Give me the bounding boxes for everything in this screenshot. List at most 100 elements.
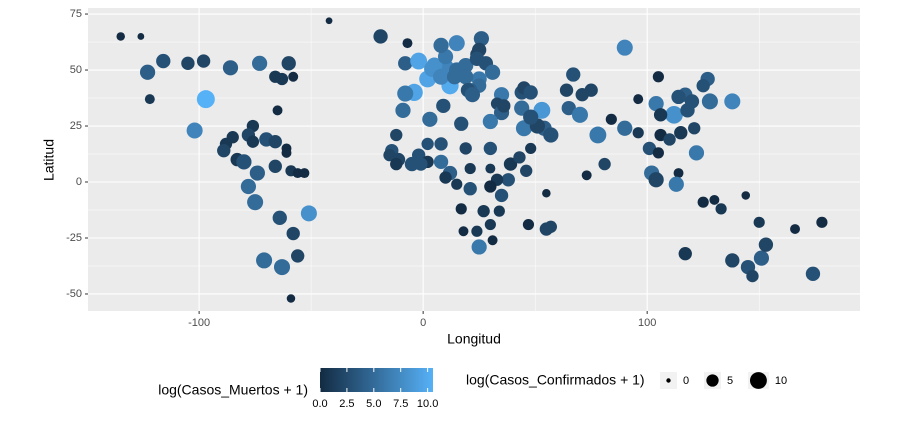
point — [484, 64, 501, 80]
point — [665, 106, 683, 124]
point — [181, 56, 195, 70]
point — [542, 188, 551, 198]
point — [753, 250, 770, 266]
point — [281, 56, 296, 71]
point — [249, 165, 265, 181]
point — [299, 168, 310, 179]
point — [523, 85, 538, 100]
point — [463, 182, 477, 196]
point — [256, 252, 273, 269]
point — [281, 147, 292, 158]
point — [455, 203, 467, 215]
point — [805, 266, 821, 281]
point — [571, 106, 588, 123]
point — [268, 135, 282, 149]
point — [559, 83, 574, 97]
point — [421, 137, 434, 151]
y-tick-label: 75 — [70, 8, 82, 20]
point — [325, 17, 333, 25]
size-key-label: 10 — [775, 375, 787, 387]
point — [464, 87, 481, 103]
point — [272, 105, 283, 116]
point — [433, 154, 449, 170]
point — [398, 56, 413, 71]
point — [671, 89, 686, 105]
point — [484, 218, 496, 231]
point — [410, 52, 428, 70]
point — [433, 68, 450, 85]
point — [753, 216, 765, 228]
point — [575, 87, 589, 102]
point — [523, 109, 539, 125]
point — [561, 100, 576, 116]
point — [684, 94, 700, 109]
point — [196, 90, 215, 109]
point — [448, 35, 465, 52]
point — [746, 269, 759, 283]
point — [688, 145, 705, 161]
point — [186, 122, 203, 139]
point — [246, 135, 260, 148]
point — [483, 141, 498, 156]
point — [373, 29, 388, 44]
point — [581, 170, 592, 181]
point — [482, 113, 498, 130]
y-tick-label: -50 — [66, 288, 82, 300]
point — [458, 226, 469, 237]
point — [696, 79, 710, 93]
point — [487, 235, 498, 246]
point — [439, 171, 452, 184]
point — [402, 38, 413, 49]
point — [674, 126, 688, 140]
color-legend-title: log(Casos_Muertos + 1) — [158, 382, 308, 398]
point — [617, 120, 633, 136]
point — [471, 225, 483, 237]
point — [741, 191, 750, 200]
point — [273, 259, 291, 276]
point — [414, 157, 428, 171]
x-tick-label: 100 — [638, 317, 656, 329]
point — [397, 85, 414, 102]
point — [724, 93, 741, 110]
point — [144, 94, 155, 105]
point — [513, 151, 526, 164]
colorbar-tick-label: 7.5 — [393, 398, 408, 410]
point — [247, 194, 264, 211]
point — [633, 94, 644, 105]
point — [715, 203, 727, 215]
point — [288, 71, 299, 82]
point — [390, 128, 403, 142]
point — [236, 154, 252, 170]
point — [395, 102, 411, 118]
y-axis-title: Latitud — [41, 139, 57, 181]
point — [678, 246, 692, 261]
point — [701, 93, 718, 110]
point — [522, 218, 535, 231]
x-axis-title: Longitud — [447, 331, 501, 347]
point — [544, 220, 558, 233]
point — [139, 64, 156, 80]
y-tick-label: -25 — [66, 232, 82, 244]
point — [434, 137, 448, 151]
point — [291, 249, 305, 263]
point — [668, 176, 684, 192]
colorbar-tick-label: 2.5 — [339, 398, 354, 410]
colorbar-tick-label: 5.0 — [366, 398, 381, 410]
point — [725, 253, 740, 268]
point — [477, 204, 490, 218]
point — [709, 194, 720, 205]
size-key-label: 0 — [683, 375, 689, 387]
point — [390, 157, 403, 171]
size-key-label: 5 — [727, 375, 733, 387]
point — [217, 143, 231, 158]
points — [116, 17, 828, 303]
point — [497, 99, 511, 113]
point — [458, 69, 474, 85]
y-tick-label: 25 — [70, 120, 82, 132]
point — [632, 127, 644, 139]
x-tick-label: -100 — [188, 317, 210, 329]
y-tick-label: 50 — [70, 64, 82, 76]
point — [275, 72, 289, 86]
point — [520, 164, 533, 177]
point — [422, 111, 438, 127]
